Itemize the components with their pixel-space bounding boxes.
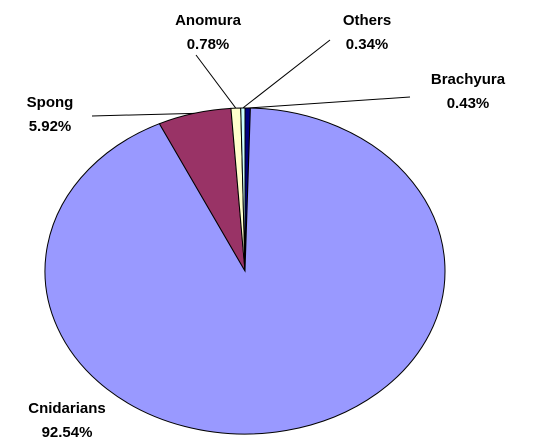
slice-label: Anomura: [175, 12, 241, 29]
slice-label: Brachyura: [431, 71, 506, 88]
leader-line: [195, 54, 237, 109]
leader-line: [247, 96, 411, 109]
slice-label: Cnidarians: [28, 400, 106, 417]
slice-value-label: 5.92%: [29, 118, 72, 135]
leader-line: [242, 39, 331, 109]
slice-label: Others: [343, 12, 391, 29]
slice-value-label: 0.78%: [187, 36, 230, 53]
leader-line: [91, 112, 195, 117]
pie-slice: [240, 107, 246, 272]
slice-value-label: 92.54%: [42, 424, 93, 441]
slice-label: Spong: [27, 94, 74, 111]
slice-value-label: 0.34%: [346, 36, 389, 53]
slice-value-label: 0.43%: [447, 95, 490, 112]
